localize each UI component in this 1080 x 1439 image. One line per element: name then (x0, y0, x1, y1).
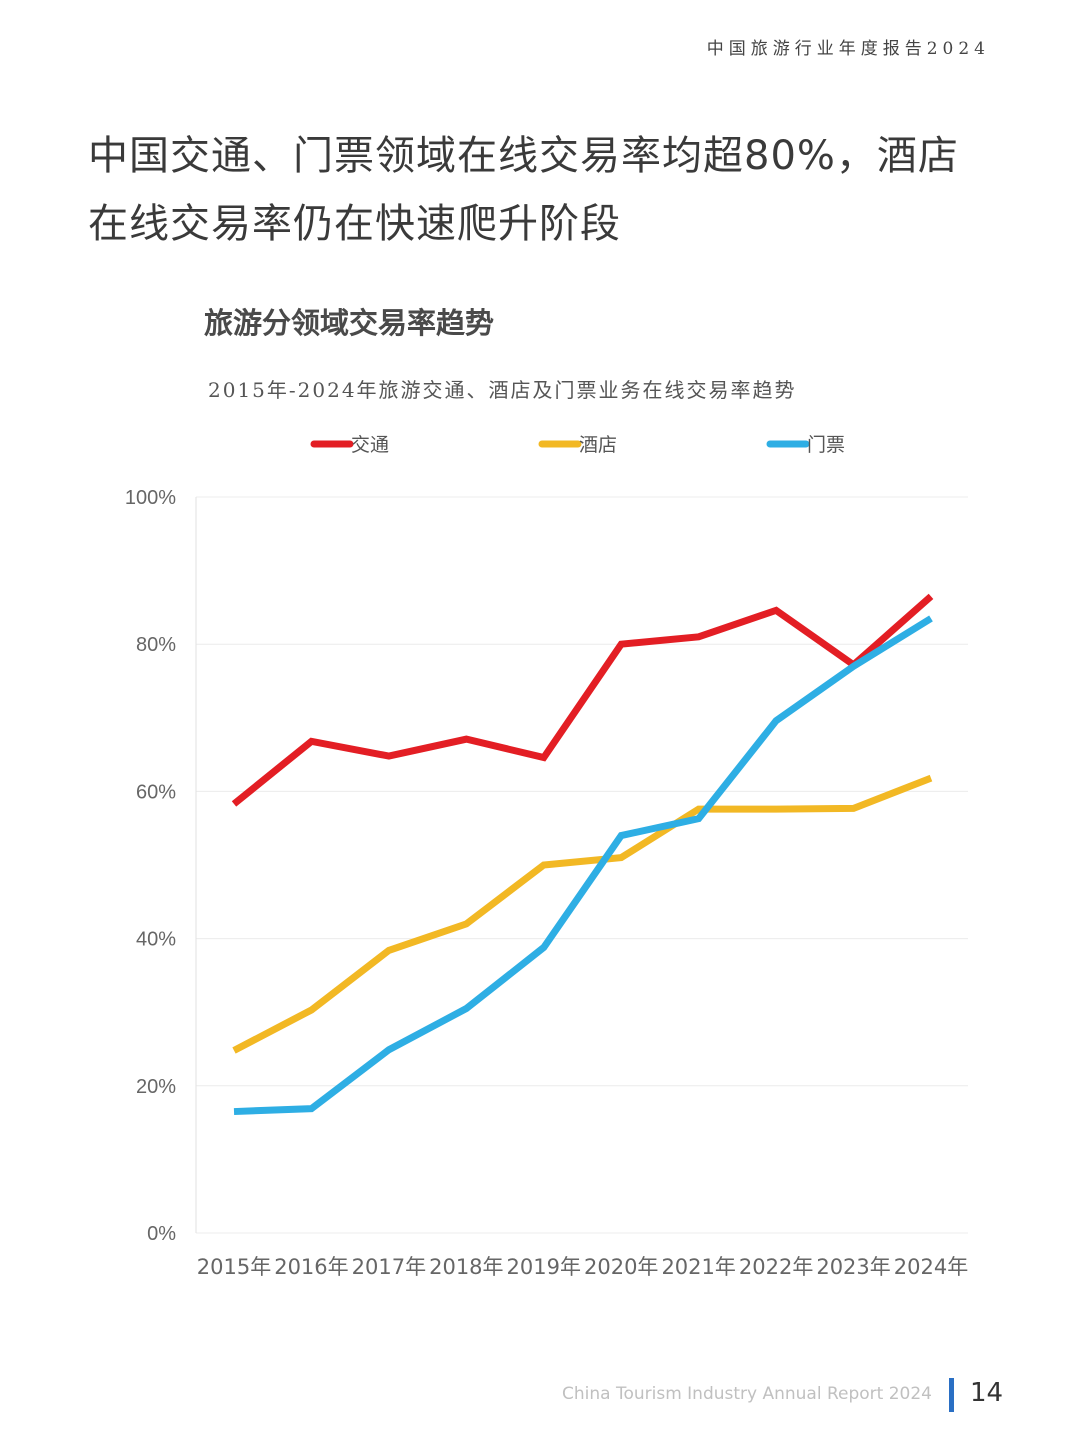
x-tick-label: 2020年 (584, 1255, 658, 1279)
y-tick-label: 40% (136, 929, 176, 951)
chart-legend: 交通 酒店 门票 (310, 434, 845, 456)
x-tick-label: 2017年 (352, 1255, 426, 1279)
series-line-交通 (231, 593, 934, 807)
y-tick-label: 80% (136, 634, 176, 656)
line-chart: 交通 酒店 门票 0% 20% 40% 60% 80% 100% 2015年 2016年 2017… (125, 434, 968, 1279)
y-tick-label: 20% (136, 1076, 176, 1098)
legend-label: 门票 (807, 434, 845, 456)
x-axis: 2015年 2016年 2017年 2018年 2019年 2020年 2021年 2022年… (197, 1255, 968, 1279)
x-tick-label: 2016年 (274, 1255, 348, 1279)
chart-grid (196, 496, 968, 1234)
legend-label: 酒店 (579, 434, 617, 456)
x-tick-label: 2019年 (507, 1255, 581, 1279)
page-number: 14 (970, 1378, 1004, 1408)
report-header: 中国旅游行业年度报告2024 (706, 39, 990, 59)
x-tick-label: 2023年 (816, 1255, 890, 1279)
chart-subtitle: 2015年-2024年旅游交通、酒店及门票业务在线交易率趋势 (208, 378, 797, 402)
footer-report-name: China Tourism Industry Annual Report 202… (561, 1384, 932, 1404)
y-axis: 0% 20% 40% 60% 80% 100% (125, 487, 197, 1245)
series-line-酒店 (232, 774, 933, 1054)
x-tick-label: 2015年 (197, 1255, 271, 1279)
chart-title: 旅游分领域交易率趋势 (204, 306, 495, 340)
x-tick-label: 2018年 (429, 1255, 503, 1279)
y-tick-label: 100% (125, 487, 176, 509)
chart-series (231, 593, 934, 1116)
x-tick-label: 2021年 (661, 1255, 735, 1279)
page-title: 中国交通、门票领域在线交易率均超80%，酒店在线交易率仍在快速爬升阶段 (88, 133, 959, 247)
legend-label: 交通 (351, 434, 389, 456)
y-tick-label: 60% (136, 781, 176, 803)
y-tick-label: 0% (147, 1223, 176, 1245)
x-tick-label: 2022年 (739, 1255, 813, 1279)
footer-divider (949, 1378, 954, 1412)
x-tick-label: 2024年 (894, 1255, 968, 1279)
series-line-门票 (233, 615, 933, 1116)
